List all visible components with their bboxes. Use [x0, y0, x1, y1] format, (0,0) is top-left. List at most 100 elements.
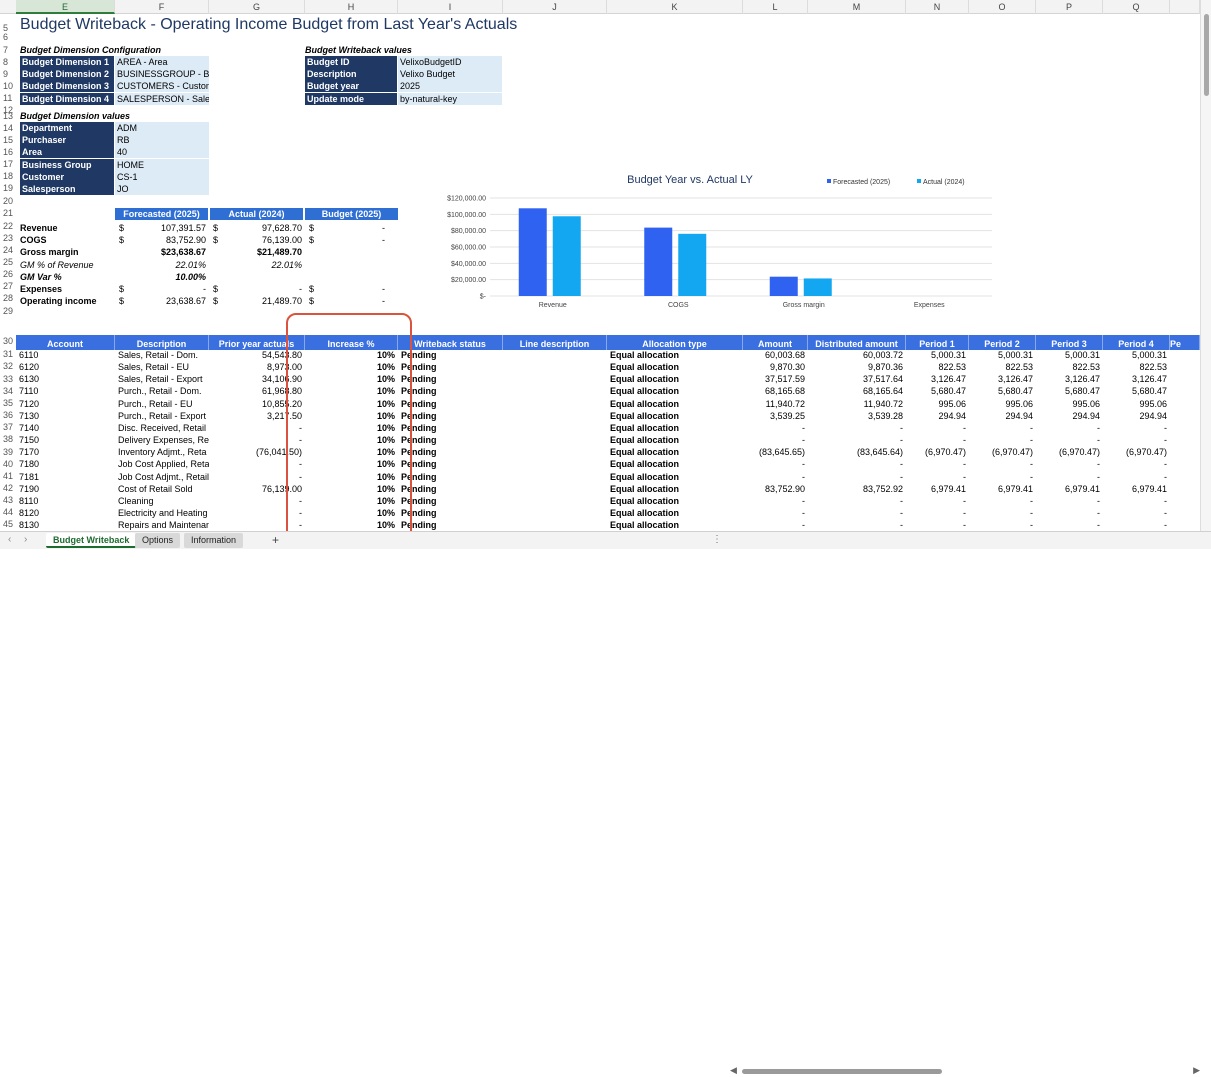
distributed-cell[interactable]: - — [900, 435, 903, 446]
period4-cell[interactable]: 294.94 — [1139, 410, 1167, 421]
row-number[interactable]: 18 — [3, 171, 14, 181]
status-cell[interactable]: Pending — [401, 459, 437, 470]
status-cell[interactable]: Pending — [401, 374, 437, 385]
period2-cell[interactable]: - — [1030, 459, 1033, 470]
amount-cell[interactable]: 11,940.72 — [765, 398, 805, 409]
period3-cell[interactable]: 995.06 — [1072, 398, 1100, 409]
account-cell[interactable]: 7130 — [19, 410, 40, 421]
description-cell[interactable]: Cleaning — [118, 495, 154, 506]
increase-cell[interactable]: 10% — [376, 398, 395, 409]
account-cell[interactable]: 6110 — [19, 350, 39, 360]
distributed-cell[interactable]: 11,940.72 — [863, 398, 903, 409]
distributed-cell[interactable]: - — [900, 520, 903, 531]
period3-cell[interactable]: - — [1097, 507, 1100, 518]
row-number[interactable]: 38 — [3, 434, 14, 444]
status-cell[interactable]: Pending — [401, 471, 437, 482]
more-options-icon[interactable]: ⋮ — [712, 534, 722, 545]
increase-cell[interactable]: 10% — [376, 350, 395, 360]
period3-cell[interactable]: - — [1097, 459, 1100, 470]
row-number[interactable]: 14 — [3, 123, 14, 133]
increase-cell[interactable]: 10% — [376, 459, 395, 470]
distributed-cell[interactable]: - — [900, 459, 903, 470]
row-number[interactable]: 45 — [3, 519, 14, 529]
period4-cell[interactable]: - — [1164, 471, 1167, 482]
prior-year-cell[interactable]: - — [299, 520, 302, 531]
period2-cell[interactable]: 5,000.31 — [997, 350, 1033, 360]
row-number[interactable]: 42 — [3, 483, 14, 493]
description-cell[interactable]: Job Cost Applied, Reta — [118, 459, 209, 470]
period3-cell[interactable]: 5,680.47 — [1064, 386, 1100, 397]
row-number[interactable]: 10 — [3, 81, 14, 91]
prior-year-cell[interactable]: 54,543.80 — [261, 350, 302, 360]
period2-cell[interactable]: 3,126.47 — [997, 374, 1033, 385]
increase-cell[interactable]: 10% — [376, 483, 395, 494]
line-desc-cell[interactable] — [503, 471, 607, 483]
dim-config-value[interactable]: AREA - Area — [115, 56, 209, 68]
row-number[interactable]: 5 — [3, 23, 9, 33]
period2-cell[interactable]: - — [1030, 422, 1033, 433]
row-number[interactable]: 40 — [3, 459, 14, 469]
description-cell[interactable]: Cost of Retail Sold — [118, 483, 193, 494]
row-number[interactable]: 36 — [3, 410, 14, 420]
amount-cell[interactable]: - — [802, 435, 805, 446]
row-number[interactable]: 31 — [3, 349, 14, 359]
prior-year-cell[interactable]: - — [299, 471, 302, 482]
dim-value-value[interactable]: CS-1 — [115, 170, 209, 183]
period4-cell[interactable]: 6,979.41 — [1131, 483, 1167, 494]
distributed-cell[interactable]: - — [900, 507, 903, 518]
description-cell[interactable]: Sales, Retail - Dom. — [118, 350, 199, 360]
period4-cell[interactable]: - — [1164, 507, 1167, 518]
row-number[interactable]: 12 — [3, 105, 14, 115]
line-desc-cell[interactable] — [503, 398, 607, 410]
increase-cell[interactable]: 10% — [376, 495, 395, 506]
row-number[interactable]: 29 — [3, 306, 14, 316]
description-cell[interactable]: Disc. Received, Retail — [118, 422, 207, 433]
period1-cell[interactable]: 5,000.31 — [930, 350, 966, 360]
status-cell[interactable]: Pending — [401, 447, 437, 458]
column-header-k[interactable]: K — [607, 0, 743, 14]
writeback-value[interactable]: by-natural-key — [398, 92, 502, 105]
distributed-cell[interactable]: (83,645.64) — [856, 447, 903, 458]
prior-year-cell[interactable]: - — [299, 459, 302, 470]
description-cell[interactable]: Inventory Adjmt., Reta — [118, 447, 207, 458]
period4-cell[interactable]: 5,680.47 — [1131, 386, 1167, 397]
period2-cell[interactable]: 6,979.41 — [997, 483, 1033, 494]
row-number[interactable]: 16 — [3, 147, 14, 157]
prior-year-cell[interactable]: 34,106.90 — [261, 374, 302, 385]
column-header-extra[interactable] — [1170, 0, 1200, 14]
column-header-q[interactable]: Q — [1103, 0, 1170, 14]
dim-value-value[interactable]: RB — [115, 134, 209, 147]
row-number[interactable]: 37 — [3, 422, 14, 432]
account-cell[interactable]: 8130 — [19, 520, 40, 531]
status-cell[interactable]: Pending — [401, 435, 437, 446]
vertical-scrollbar[interactable] — [1200, 0, 1211, 531]
amount-cell[interactable]: - — [802, 520, 805, 531]
status-cell[interactable]: Pending — [401, 495, 437, 506]
row-number[interactable]: 23 — [3, 233, 14, 243]
distributed-cell[interactable]: - — [900, 422, 903, 433]
allocation-cell[interactable]: Equal allocation — [610, 374, 680, 385]
description-cell[interactable]: Purch., Retail - EU — [118, 398, 193, 409]
dim-config-value[interactable]: SALESPERSON - Salesperson — [115, 92, 209, 105]
period2-cell[interactable]: 822.53 — [1005, 362, 1033, 373]
line-desc-cell[interactable] — [503, 519, 607, 531]
allocation-cell[interactable]: Equal allocation — [610, 459, 680, 470]
prior-year-cell[interactable]: - — [299, 507, 302, 518]
amount-cell[interactable]: 3,539.25 — [769, 410, 805, 421]
dim-value-value[interactable]: JO — [115, 183, 209, 195]
allocation-cell[interactable]: Equal allocation — [610, 398, 680, 409]
allocation-cell[interactable]: Equal allocation — [610, 435, 680, 446]
row-number[interactable]: 22 — [3, 221, 14, 231]
distributed-cell[interactable]: - — [900, 495, 903, 506]
period1-cell[interactable]: - — [963, 520, 966, 531]
row-number[interactable]: 32 — [3, 361, 14, 371]
row-number[interactable]: 24 — [3, 245, 14, 255]
amount-cell[interactable]: 9,870.30 — [769, 362, 805, 373]
line-desc-cell[interactable] — [503, 458, 607, 470]
distributed-cell[interactable]: 68,165.64 — [862, 386, 903, 397]
column-header-m[interactable]: M — [808, 0, 906, 14]
row-number[interactable]: 6 — [3, 32, 9, 42]
prior-year-cell[interactable]: - — [299, 435, 302, 446]
distributed-cell[interactable]: 3,539.28 — [867, 410, 903, 421]
dim-value-value[interactable]: 40 — [115, 146, 209, 159]
